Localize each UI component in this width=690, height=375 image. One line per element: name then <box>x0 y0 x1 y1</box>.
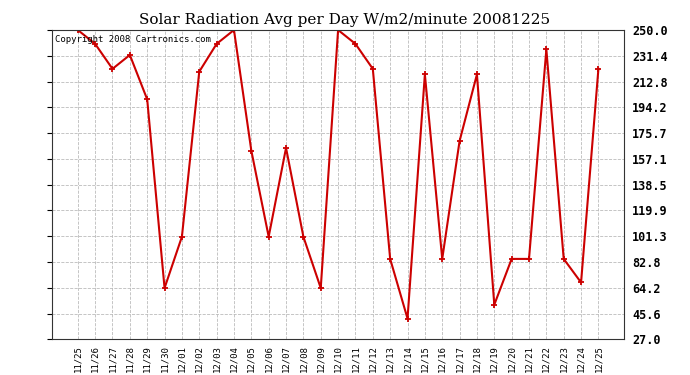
Text: Copyright 2008 Cartronics.com: Copyright 2008 Cartronics.com <box>55 34 210 44</box>
Text: Solar Radiation Avg per Day W/m2/minute 20081225: Solar Radiation Avg per Day W/m2/minute … <box>139 13 551 27</box>
